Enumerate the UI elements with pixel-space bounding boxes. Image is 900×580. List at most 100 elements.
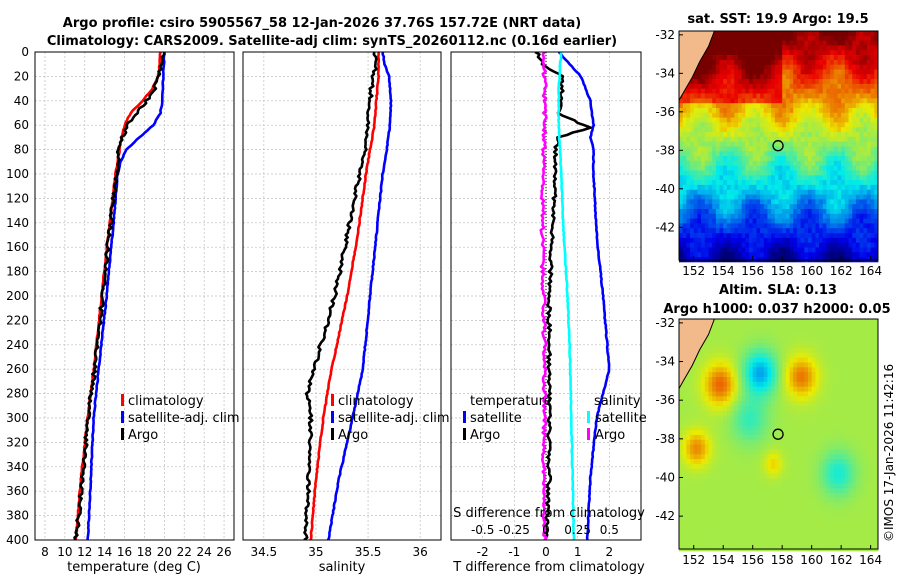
heatmap-cell: [693, 459, 698, 465]
heatmap-cell: [793, 50, 798, 56]
legend-swatch-satellite: [121, 411, 124, 423]
heatmap-cell: [822, 228, 827, 234]
heatmap-cell: [778, 83, 783, 90]
heatmap-cell: [819, 69, 824, 75]
heatmap-cell: [682, 464, 687, 470]
heatmap-cell: [844, 348, 849, 354]
heatmap-cell: [789, 420, 794, 426]
heatmap-cell: [734, 328, 739, 334]
heatmap-cell: [800, 252, 805, 258]
heatmap-cell: [800, 406, 805, 412]
legend-temperature-heading: temperature: [470, 394, 552, 409]
heatmap-cell: [844, 381, 849, 387]
heatmap-cell: [730, 194, 735, 200]
heatmap-cell: [874, 381, 879, 387]
heatmap-cell: [715, 108, 720, 114]
heatmap-cell: [848, 357, 853, 363]
heatmap-cell: [763, 165, 768, 171]
heatmap-cell: [852, 151, 857, 157]
heatmap-cell: [793, 170, 798, 176]
heatmap-cell: [841, 319, 846, 325]
heatmap-cell: [830, 352, 835, 358]
heatmap-cell: [708, 377, 713, 383]
heatmap-cell: [690, 415, 695, 421]
heatmap-cell: [712, 69, 717, 75]
heatmap-cell: [848, 338, 853, 344]
heatmap-cell: [863, 88, 868, 94]
heatmap-cell: [808, 488, 813, 494]
heatmap-cell: [719, 117, 724, 123]
heatmap-cell: [778, 146, 783, 152]
heatmap-cell: [778, 156, 783, 162]
heatmap-cell: [785, 223, 790, 229]
heatmap-cell: [844, 209, 849, 215]
heatmap-cell: [712, 151, 717, 157]
heatmap-cell: [701, 478, 706, 484]
heatmap-cell: [782, 377, 787, 383]
heatmap-cell: [811, 449, 816, 455]
heatmap-cell: [774, 338, 779, 344]
heatmap-cell: [752, 323, 757, 329]
heatmap-cell: [815, 444, 820, 450]
heatmap-cell: [708, 50, 713, 56]
heatmap-cell: [704, 55, 709, 61]
heatmap-cell: [730, 497, 735, 503]
heatmap-cell: [811, 132, 816, 138]
heatmap-cell: [793, 323, 798, 329]
heatmap-cell: [808, 439, 813, 445]
heatmap-cell: [844, 464, 849, 470]
heatmap-cell: [712, 209, 717, 215]
heatmap-cell: [870, 319, 875, 325]
heatmap-cell: [819, 83, 824, 90]
heatmap-cell: [808, 156, 813, 162]
heatmap-cell: [800, 50, 805, 56]
heatmap-cell: [726, 372, 731, 378]
heatmap-cell: [708, 348, 713, 354]
heatmap-cell: [808, 237, 813, 244]
heatmap-cell: [708, 175, 713, 181]
heatmap-cell: [848, 79, 853, 85]
heatmap-cell: [767, 35, 772, 41]
heatmap-cell: [745, 492, 750, 499]
heatmap-cell: [796, 343, 801, 349]
heatmap-cell: [793, 88, 798, 94]
heatmap-cell: [756, 459, 761, 465]
heatmap-cell: [826, 439, 831, 445]
heatmap-cell: [782, 435, 787, 441]
heatmap-cell: [679, 478, 684, 484]
heatmap-cell: [690, 103, 695, 109]
heatmap-cell: [708, 401, 713, 407]
heatmap-cell: [808, 401, 813, 407]
heatmap-cell: [726, 35, 731, 41]
heatmap-cell: [870, 420, 875, 426]
depth-tick-label: 320: [6, 435, 29, 449]
heatmap-cell: [874, 127, 879, 133]
heatmap-cell: [848, 151, 853, 157]
heatmap-cell: [815, 108, 820, 114]
heatmap-cell: [811, 352, 816, 358]
heatmap-cell: [826, 319, 831, 325]
heatmap-cell: [874, 204, 879, 210]
heatmap-cell: [863, 483, 868, 489]
heatmap-cell: [771, 64, 776, 70]
heatmap-cell: [701, 425, 706, 431]
heatmap-cell: [686, 151, 691, 157]
heatmap-cell: [804, 464, 809, 470]
heatmap-cell: [778, 247, 783, 253]
heatmap-cell: [738, 194, 743, 200]
depth-tick-label: 280: [6, 387, 29, 401]
heatmap-cell: [870, 406, 875, 412]
heatmap-cell: [774, 372, 779, 378]
heatmap-cell: [715, 184, 720, 191]
heatmap-cell: [774, 50, 779, 56]
heatmap-cell: [833, 502, 838, 508]
heatmap-cell: [682, 175, 687, 181]
heatmap-cell: [789, 468, 794, 474]
heatmap-cell: [785, 242, 790, 248]
heatmap-cell: [771, 348, 776, 354]
heatmap-cell: [756, 40, 761, 46]
heatmap-cell: [697, 391, 702, 397]
heatmap-cell: [796, 410, 801, 416]
heatmap-cell: [870, 170, 875, 176]
heatmap-cell: [734, 381, 739, 387]
